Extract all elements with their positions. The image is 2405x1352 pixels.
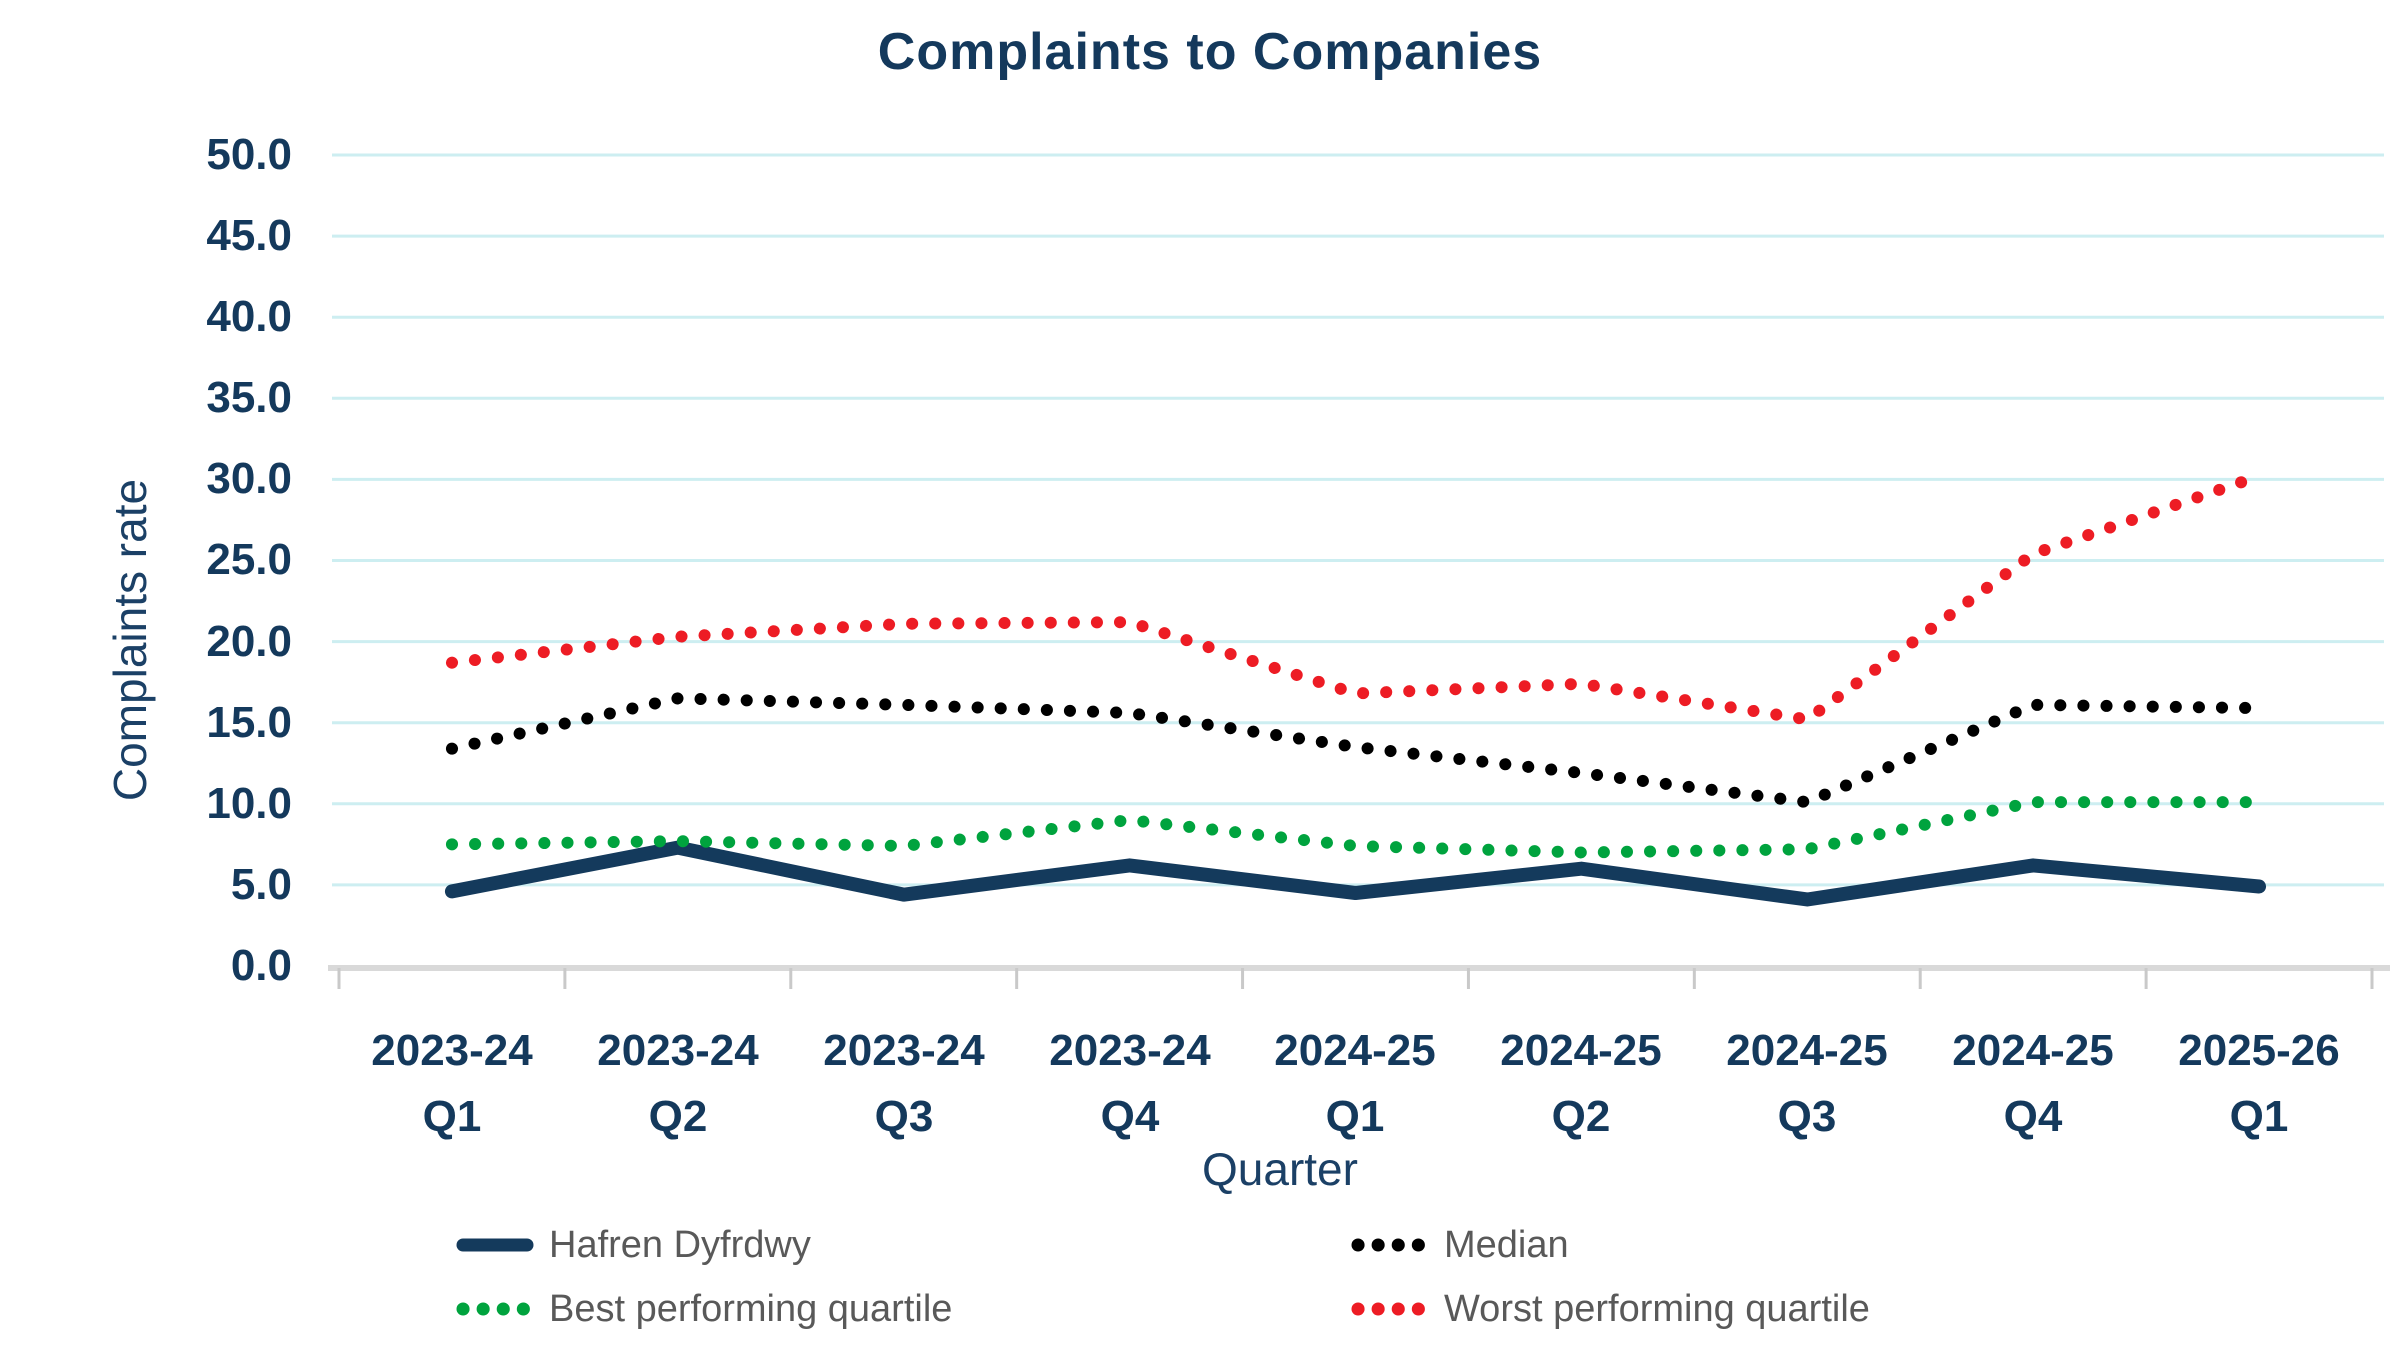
x-tick-label: 2023-24 Q2 [597,1026,759,1141]
y-tick-label: 5.0 [230,860,292,909]
x-tick-label: 2025-26 Q1 [2178,1026,2340,1141]
legend-swatch-dotted-line-icon [456,1302,534,1316]
legend-item-worst-performing-quartile: Worst performing quartile [1350,1285,1870,1333]
x-tick-label: 2024-25 Q1 [1274,1026,1436,1141]
legend-item-best-performing-quartile: Best performing quartile [455,1285,952,1333]
y-tick-label: 35.0 [206,373,292,422]
y-tick-label: 45.0 [206,211,292,260]
legend-item-hafren-dyfrdwy: Hafren Dyfrdwy [455,1221,811,1269]
x-tick-label: 2024-25 Q4 [1952,1026,2114,1141]
legend-label: Best performing quartile [549,1287,953,1330]
legend-swatch-dotted-line-icon [1351,1302,1429,1316]
y-tick-label: 40.0 [206,292,292,341]
x-axis-title: Quarter [1202,1143,1358,1195]
y-tick-label: 30.0 [206,454,292,503]
y-tick-label: 10.0 [206,779,292,828]
x-tick-label: 2023-24 Q1 [371,1026,533,1141]
y-tick-label: 50.0 [206,130,292,179]
y-tick-label: 0.0 [230,941,292,990]
legend-swatch-solid-line-icon [456,1238,534,1252]
legend-label: Hafren Dyfrdwy [549,1223,811,1266]
x-tick-label: 2024-25 Q2 [1500,1026,1662,1141]
y-tick-label: 20.0 [206,617,292,666]
x-tick-label: 2024-25 Q3 [1726,1026,1888,1141]
chart-title: Complaints to Companies [877,23,1543,81]
x-tick-label: 2023-24 Q4 [1049,1026,1211,1141]
legend-swatch-dotted-line-icon [1351,1238,1429,1252]
x-tick-label: 2023-24 Q3 [823,1026,985,1141]
legend-label: Median [1444,1223,1569,1266]
y-tick-label: 25.0 [206,535,292,584]
y-tick-label: 15.0 [206,698,292,747]
legend-label: Worst performing quartile [1444,1287,1870,1330]
legend-item-median: Median [1350,1221,1569,1269]
